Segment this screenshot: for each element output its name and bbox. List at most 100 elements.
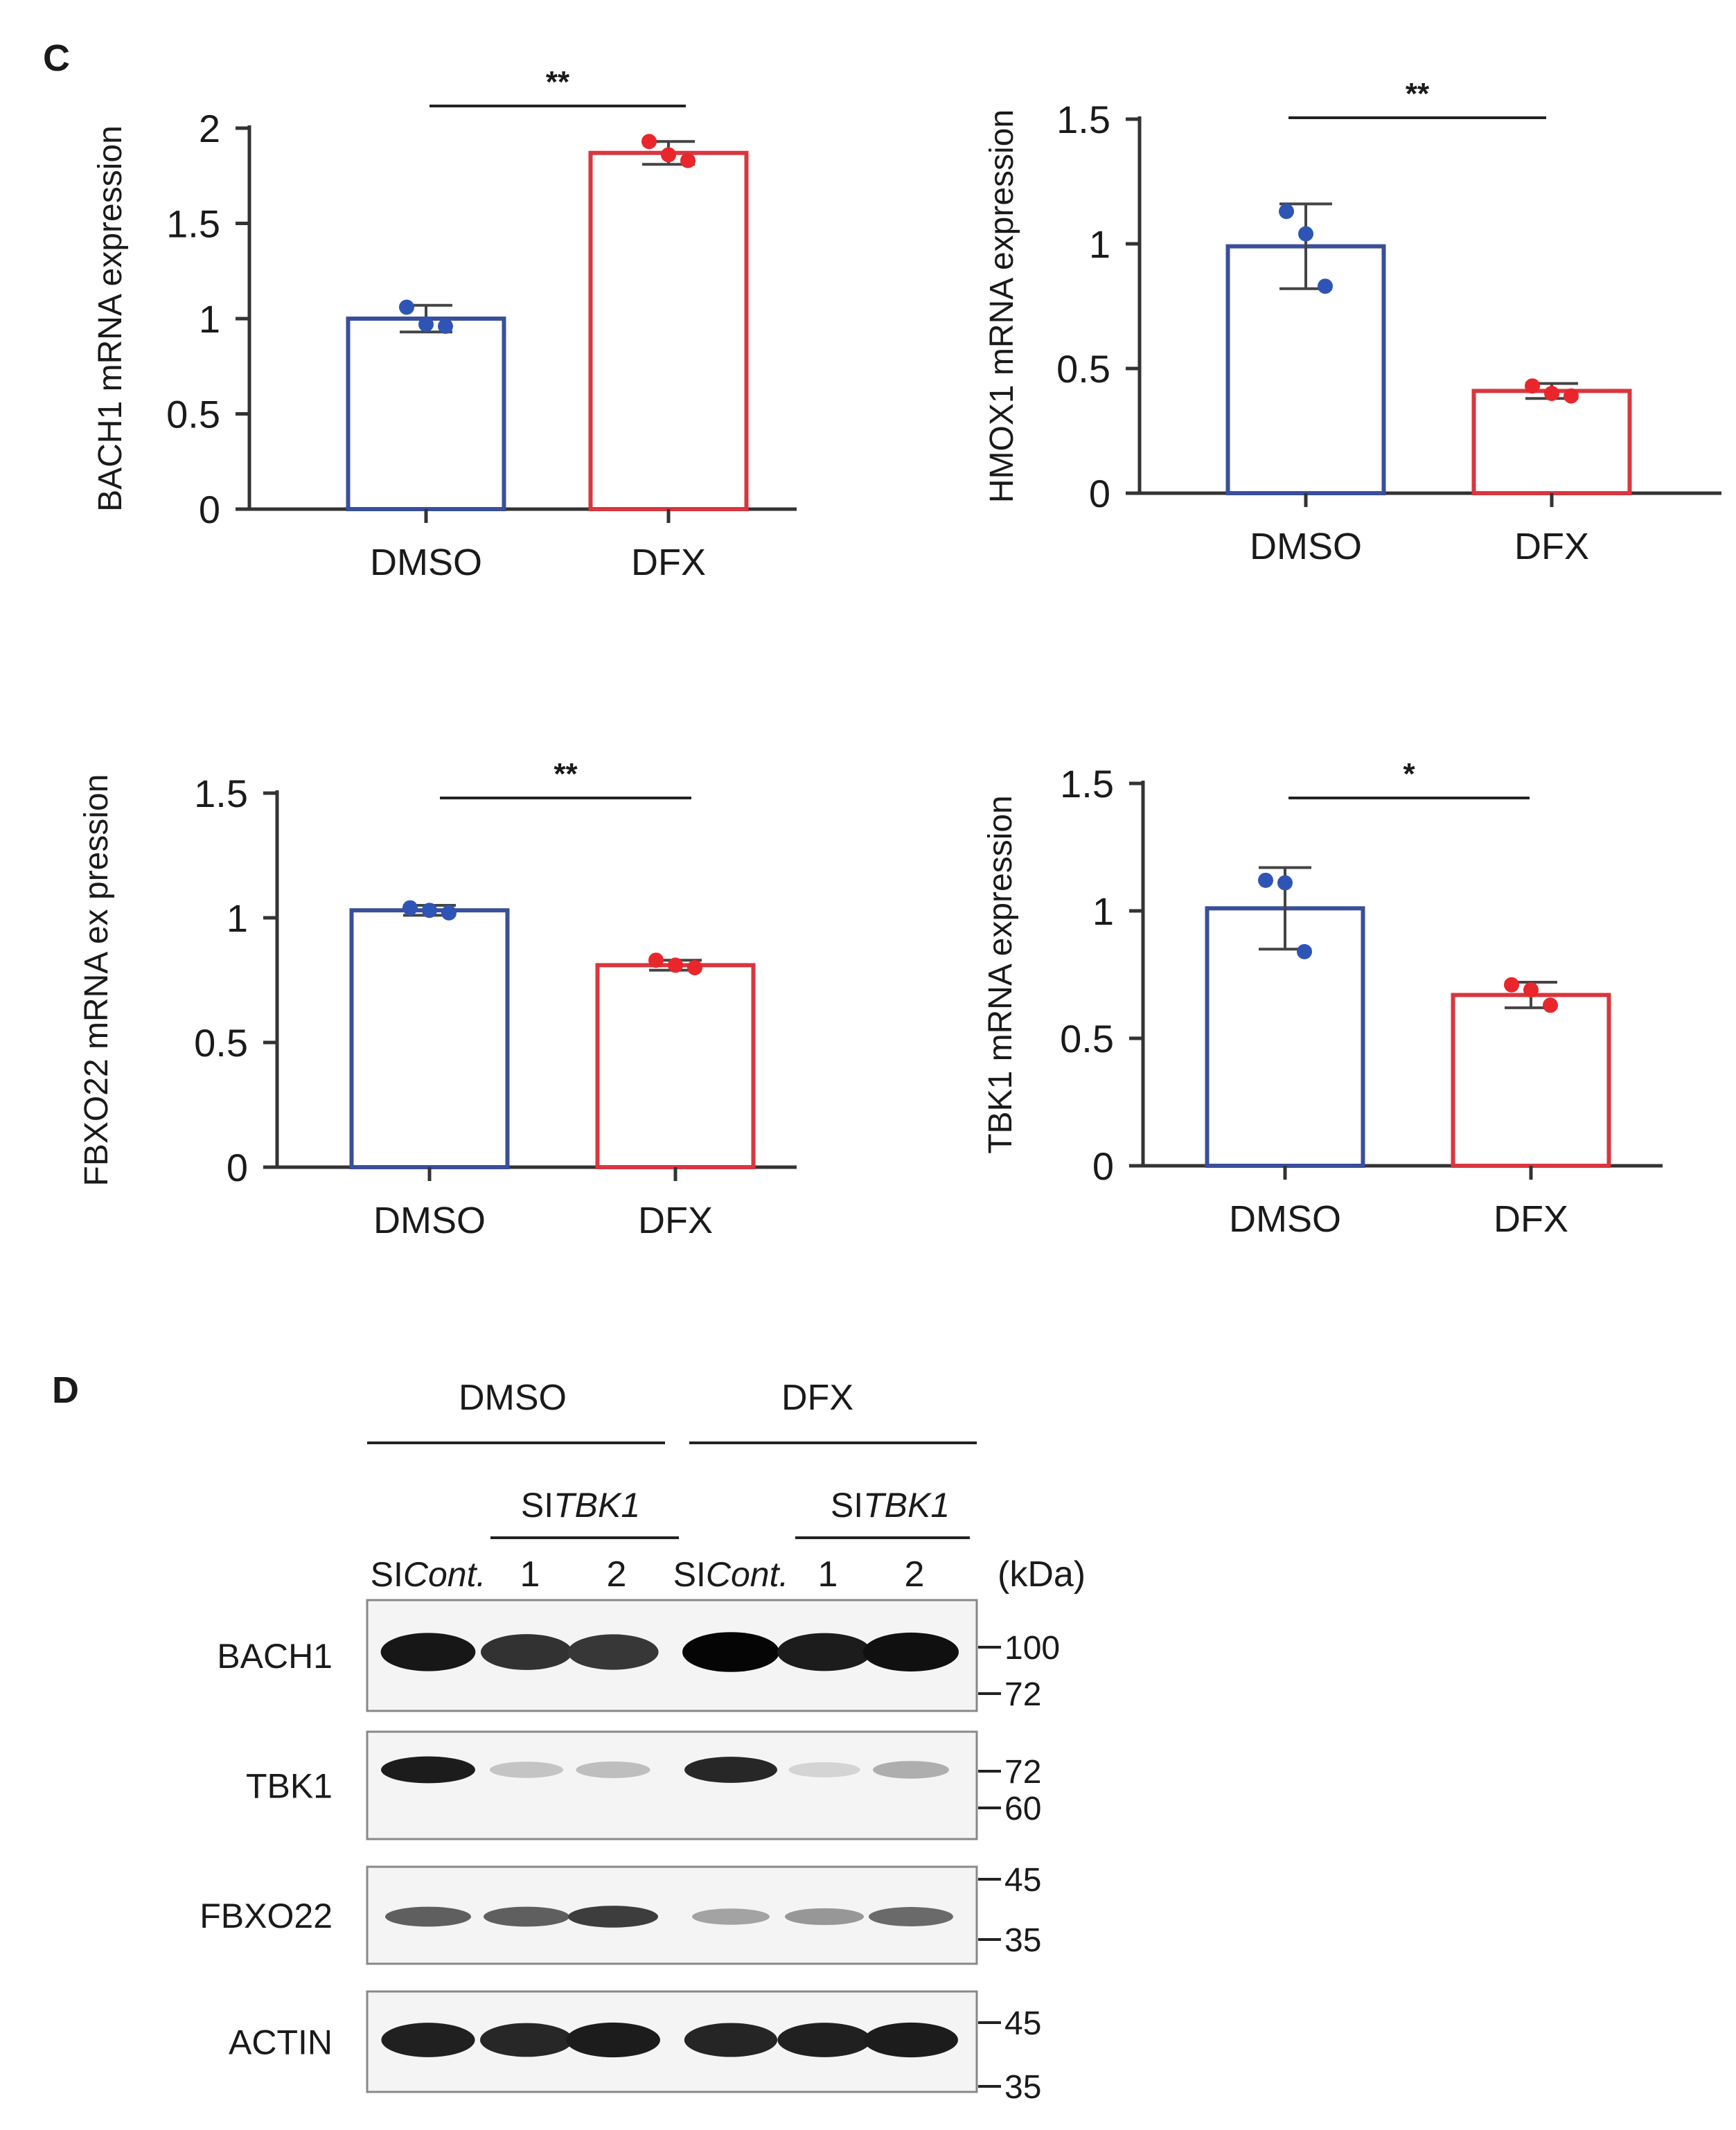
marker-label: 35	[1004, 2069, 1041, 2106]
x-tick-label: DMSO	[370, 542, 482, 583]
y-axis-label: TBK1 mRNA expression	[982, 795, 1019, 1154]
blot-membrane	[366, 1730, 978, 1840]
data-point	[687, 960, 702, 975]
blot-band	[869, 1907, 953, 1926]
data-point	[1277, 875, 1293, 891]
si-target: TBK1	[553, 1486, 640, 1525]
data-point	[1523, 982, 1539, 998]
blot-band	[480, 2023, 573, 2057]
data-point	[422, 903, 437, 918]
x-tick-label: DFX	[1494, 1198, 1568, 1240]
bar-dfx	[595, 963, 756, 1170]
si-target-header: SITBK1	[521, 1486, 640, 1525]
blot-row-actin: ACTIN 45 35	[229, 1990, 1041, 2106]
blot-band	[873, 1761, 949, 1779]
lane-label-control: SICont.	[673, 1555, 789, 1594]
x-tick-label: DFX	[631, 542, 706, 583]
blot-band	[385, 1906, 471, 1927]
x-tick-label: DMSO	[1250, 526, 1362, 567]
protein-label: FBXO22	[200, 1897, 333, 1935]
si-prefix: SI	[521, 1486, 553, 1525]
blot-band	[381, 1756, 475, 1784]
blot-row-fbxo22: FBXO22 45 35	[200, 1862, 1041, 1965]
data-point	[1544, 386, 1559, 401]
y-tick-label: 1	[1089, 222, 1110, 266]
y-tick-label: 1	[227, 896, 248, 940]
blot-band	[777, 1633, 871, 1671]
blot-band	[864, 2022, 958, 2058]
data-point	[1543, 997, 1558, 1013]
bar-dfx	[588, 150, 749, 511]
significance-label: *	[1403, 757, 1415, 791]
chart-4: 0 0.5 1 1.5 TBK1 mRNA expression DMSO DFX *	[982, 757, 1663, 1240]
lane-label-number: 1	[520, 1554, 540, 1595]
protein-label: ACTIN	[229, 2023, 333, 2062]
data-point	[1318, 278, 1333, 294]
x-tick-label: DFX	[1514, 526, 1589, 567]
si-prefix: SI	[831, 1486, 863, 1525]
blot-band	[777, 2023, 871, 2057]
data-point	[441, 905, 457, 921]
data-point	[1564, 388, 1579, 404]
blot-band	[863, 1632, 959, 1672]
marker-label: 72	[1004, 1676, 1041, 1713]
data-point	[668, 957, 683, 973]
data-point	[661, 147, 676, 163]
significance-label: **	[1406, 77, 1430, 111]
y-tick-label: 1.5	[194, 772, 248, 815]
protein-label: BACH1	[217, 1637, 333, 1676]
bar-dfx	[1471, 389, 1632, 496]
y-tick-label: 2	[199, 107, 220, 150]
y-tick-label: 0.5	[1056, 347, 1110, 391]
data-point	[1297, 943, 1312, 959]
y-axis-label: BACH1 mRNA expression	[92, 125, 129, 512]
panel-d-label: D	[52, 1369, 79, 1411]
si-target: TBK1	[863, 1486, 950, 1525]
lane-prefix: SI	[371, 1555, 403, 1594]
protein-label: TBK1	[246, 1767, 333, 1806]
bar-dmso	[349, 908, 510, 1169]
lane-control: Cont.	[403, 1555, 486, 1594]
marker-label: 72	[1004, 1754, 1041, 1791]
group-label-dmso: DMSO	[459, 1378, 567, 1418]
blot-band	[484, 1906, 569, 1927]
data-point	[402, 900, 418, 916]
blot-band	[568, 1906, 658, 1928]
marker-label: 45	[1004, 1862, 1041, 1899]
blot-band	[380, 1633, 476, 1671]
unit-label: (kDa)	[998, 1554, 1086, 1595]
data-point	[1525, 378, 1540, 394]
bar-dfx	[1451, 993, 1611, 1168]
y-tick-label: 0.5	[1060, 1017, 1114, 1060]
x-tick-label: DMSO	[373, 1200, 486, 1241]
bar-dmso	[346, 317, 506, 511]
marker-label: 35	[1004, 1922, 1041, 1959]
blot-band	[566, 2022, 660, 2058]
y-tick-label: 1.5	[166, 202, 220, 246]
y-axis-label: HMOX1 mRNA expression	[984, 109, 1020, 503]
data-point	[1258, 872, 1273, 888]
data-point	[648, 952, 664, 968]
blot-band	[490, 1761, 563, 1778]
marker-label: 45	[1004, 2005, 1041, 2042]
y-tick-label: 1.5	[1060, 762, 1114, 806]
y-tick-label: 0.5	[194, 1021, 248, 1065]
data-point	[1504, 977, 1519, 993]
x-tick-label: DFX	[638, 1200, 713, 1241]
lane-label-number: 2	[607, 1554, 627, 1595]
qpcr-charts: 0 0.5 1 1.5 2 BACH1 mRNA expression DMSO DFX ** 0…	[78, 65, 1721, 1241]
lane-label-number: 2	[905, 1554, 925, 1595]
data-point	[399, 299, 414, 315]
significance-label: **	[553, 757, 578, 791]
group-label-dfx: DFX	[781, 1378, 853, 1418]
blot-band	[684, 1757, 777, 1783]
data-point	[641, 134, 657, 150]
data-point	[438, 319, 453, 334]
lane-label-number: 1	[818, 1554, 838, 1595]
marker-label: 60	[1004, 1791, 1041, 1827]
lane-label-control: SICont.	[371, 1555, 486, 1594]
y-tick-label: 0	[227, 1146, 248, 1189]
blot-band	[567, 1634, 659, 1670]
